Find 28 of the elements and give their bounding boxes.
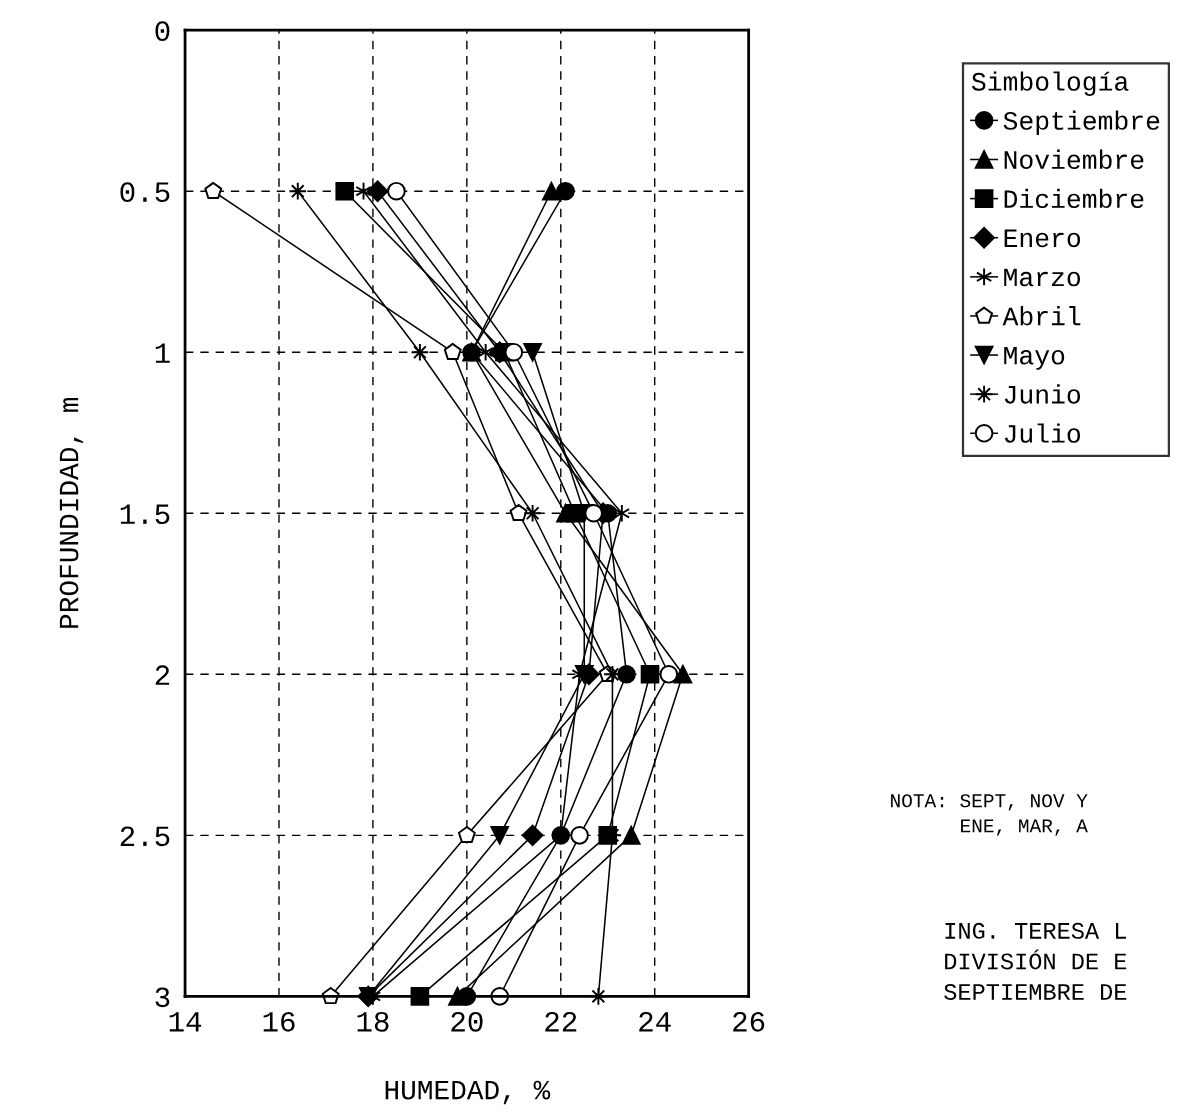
y-tick-label: 3: [155, 987, 170, 1008]
legend-label: Mayo: [1004, 346, 1065, 370]
x-tick-label: 20: [451, 1011, 483, 1032]
text: ING. TERESA L DIVISIÓN DE E SEPTIEMBRE DE: [944, 922, 1127, 1000]
y-tick-label: 0: [155, 21, 170, 42]
legend-label: Julio: [1004, 423, 1081, 443]
legend-title: Simbología: [971, 71, 1129, 96]
x-axis-title: HUMEDAD, %: [385, 1080, 551, 1105]
x-tick-label: 16: [263, 1011, 295, 1032]
y-tick-label: 1: [155, 343, 170, 363]
x-tick-label: 22: [545, 1011, 577, 1032]
y-tick-label: 0.5: [120, 182, 170, 203]
text: NOTA: SEPT, NOV Y ENE, MAR, A: [891, 794, 1088, 836]
x-tick-label: 14: [169, 1012, 202, 1032]
y-tick-label: 2.5: [120, 826, 170, 847]
legend-label: Abril: [1002, 306, 1081, 326]
x-tick-label: 18: [357, 1011, 389, 1032]
x-tick-label: 26: [733, 1011, 765, 1032]
y-tick-label: 2: [155, 665, 170, 685]
legend-label: Septiembre: [1003, 110, 1160, 136]
y-tick-label: 1.5: [120, 504, 170, 525]
x-tick-label: 24: [639, 1011, 671, 1032]
legend-label: Enero: [1004, 229, 1081, 248]
y-axis-title: PROFUNDIDAD, m: [59, 398, 84, 628]
legend-label: Diciembre: [1004, 188, 1144, 209]
legend-label: Junio: [1004, 384, 1081, 404]
legend-label: Noviembre: [1004, 149, 1144, 169]
legend-label: Marzo: [1004, 268, 1081, 287]
